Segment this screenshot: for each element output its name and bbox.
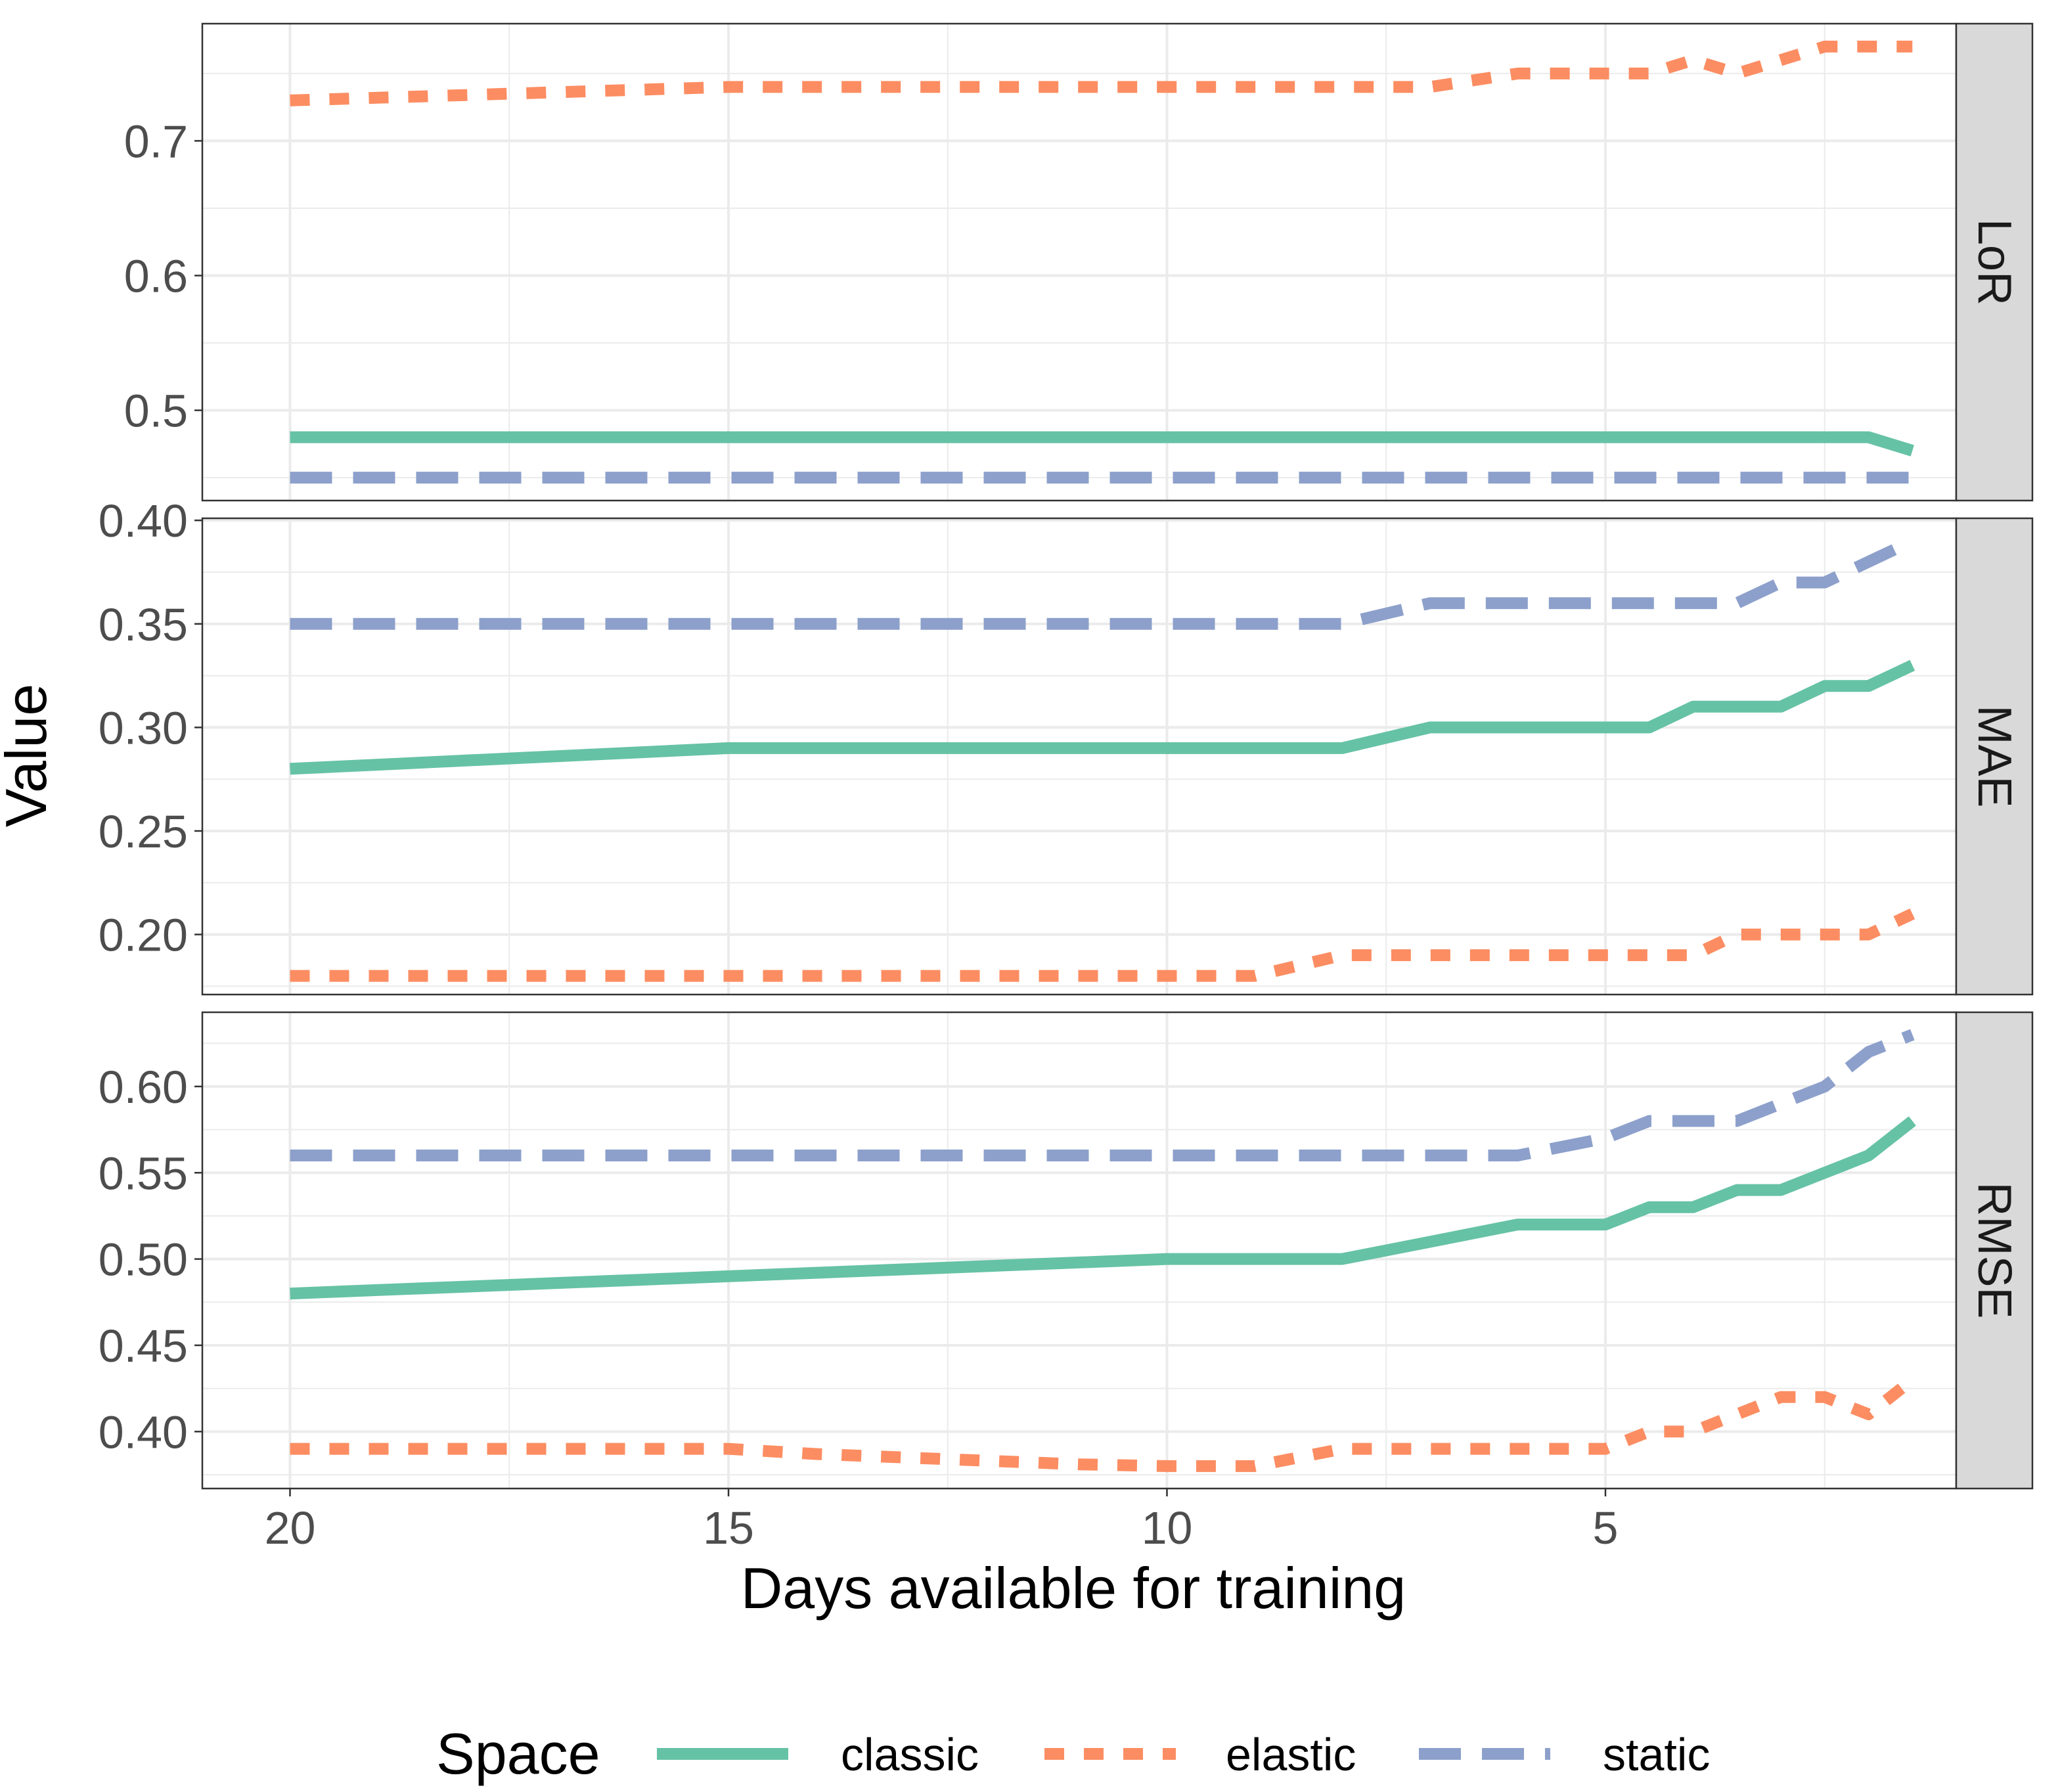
series-line-elastic [290, 40, 1913, 106]
y-tick-label: 0.35 [99, 599, 188, 650]
x-axis-title: Days available for training [741, 1556, 1406, 1621]
facet-strip [1955, 22, 2034, 502]
x-axis: 20 15 10 5 [265, 1489, 1619, 1554]
series-line-classic [290, 431, 1914, 457]
panel-lor: 0.5 0.6 0.7 LoR [124, 22, 2034, 502]
series-line-elastic [290, 908, 1915, 982]
legend-label-elastic: elastic [1226, 1729, 1356, 1780]
series-line-static [290, 1029, 1915, 1161]
legend-label-classic: classic [841, 1729, 979, 1780]
y-tick-label: 0.45 [99, 1320, 188, 1372]
facet-strip-label: MAE [1968, 705, 2021, 807]
facet-strip-label: RMSE [1968, 1182, 2021, 1318]
legend-label-static: static [1603, 1729, 1710, 1780]
x-tick-label: 20 [265, 1502, 316, 1554]
y-tick-label: 0.40 [99, 1406, 188, 1458]
series-line-static [290, 535, 1915, 630]
y-tick-label: 0.50 [99, 1234, 188, 1286]
panels-layer: 0.50.60.7LoR0.200.250.300.350.40MAE0.400… [99, 22, 2034, 1490]
series-line-elastic [290, 1375, 1916, 1472]
y-tick-label: 0.30 [99, 702, 188, 753]
y-tick-label: 0.5 [124, 386, 188, 437]
x-tick-label: 10 [1142, 1502, 1193, 1554]
y-axis-title: Value [0, 684, 58, 828]
y-tick-label: 0.60 [99, 1062, 188, 1113]
y-tick-label: 0.40 [99, 495, 188, 547]
facet-strip [1955, 517, 2034, 996]
x-tick-label: 5 [1593, 1502, 1619, 1554]
panel-background [202, 1012, 1956, 1489]
panel-mae: 0.20 0.25 0.30 0.35 0.40 MAE [99, 495, 2034, 996]
panel-rmse: 0.40 0.45 0.50 0.55 0.60 RMSE [99, 1011, 2034, 1490]
legend: Space classic elastic static [436, 1721, 1710, 1786]
legend-title: Space [436, 1721, 600, 1786]
facet-strip-label: LoR [1968, 219, 2021, 305]
x-tick-label: 15 [703, 1502, 754, 1554]
facet-strip [1955, 1011, 2034, 1490]
y-tick-label: 0.7 [124, 116, 188, 167]
y-tick-label: 0.55 [99, 1148, 188, 1199]
y-tick-label: 0.20 [99, 910, 188, 961]
panel-background [202, 24, 1956, 501]
series-line-classic [290, 660, 1915, 775]
y-tick-label: 0.25 [99, 806, 188, 857]
y-tick-label: 0.6 [124, 251, 188, 302]
series-line-classic [290, 1116, 1916, 1300]
